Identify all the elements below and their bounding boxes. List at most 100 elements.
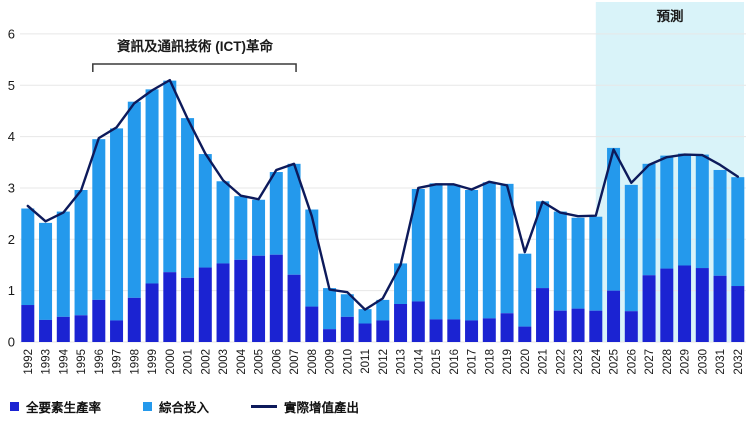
bar-tfp-2026 xyxy=(624,311,638,342)
x-tick-label-2016: 2016 xyxy=(449,349,461,375)
bar-inputs-1996 xyxy=(92,139,106,300)
x-tick-label-2024: 2024 xyxy=(591,348,603,374)
y-tick-label-0: 0 xyxy=(8,335,15,350)
bar-tfp-2024 xyxy=(589,310,603,342)
bar-inputs-2026 xyxy=(624,184,638,312)
bar-inputs-2020 xyxy=(518,253,532,327)
bar-tfp-1992 xyxy=(21,305,35,342)
x-tick-label-2026: 2026 xyxy=(626,349,638,375)
x-tick-label-2017: 2017 xyxy=(467,349,479,375)
bar-inputs-2007 xyxy=(287,163,301,275)
bar-inputs-2016 xyxy=(447,184,461,320)
bar-inputs-2021 xyxy=(536,201,550,289)
bar-inputs-2023 xyxy=(571,217,585,309)
bar-inputs-2013 xyxy=(394,263,408,305)
x-tick-label-2003: 2003 xyxy=(218,349,230,375)
bar-inputs-1995 xyxy=(74,190,88,316)
bar-tfp-1999 xyxy=(145,283,159,342)
bar-inputs-1994 xyxy=(56,211,70,317)
x-tick-label-2010: 2010 xyxy=(342,349,354,375)
x-tick-label-2022: 2022 xyxy=(555,349,567,375)
bar-inputs-2009 xyxy=(323,288,337,330)
bar-tfp-1994 xyxy=(56,316,70,342)
bar-inputs-2029 xyxy=(678,153,692,266)
y-tick-label-4: 4 xyxy=(8,129,15,144)
bar-inputs-2011 xyxy=(358,309,372,324)
inputs-swatch-icon xyxy=(143,402,153,411)
x-tick-label-2023: 2023 xyxy=(573,349,585,375)
bar-tfp-2005 xyxy=(252,255,266,342)
x-tick-label-2019: 2019 xyxy=(502,349,514,375)
bar-tfp-1997 xyxy=(110,320,124,342)
x-tick-label-2004: 2004 xyxy=(236,348,248,374)
x-tick-label-2015: 2015 xyxy=(431,349,443,375)
ict-bracket xyxy=(92,63,297,72)
bar-inputs-2031 xyxy=(713,169,727,276)
x-tick-label-2028: 2028 xyxy=(662,349,674,375)
x-tick-label-2002: 2002 xyxy=(200,349,212,375)
bar-tfp-1996 xyxy=(92,299,106,342)
x-tick-label-2006: 2006 xyxy=(271,349,283,375)
bar-tfp-2012 xyxy=(376,320,390,342)
bar-inputs-2028 xyxy=(660,155,674,269)
bar-inputs-2003 xyxy=(216,181,230,264)
x-tick-label-2032: 2032 xyxy=(733,349,745,375)
bar-tfp-2007 xyxy=(287,274,301,342)
bar-inputs-2014 xyxy=(411,188,425,302)
x-tick-label-2018: 2018 xyxy=(484,349,496,375)
bar-inputs-1998 xyxy=(127,101,141,298)
x-tick-label-2014: 2014 xyxy=(413,348,425,374)
bar-tfp-2003 xyxy=(216,263,230,342)
x-tick-label-2021: 2021 xyxy=(538,349,550,375)
output-line-swatch-icon xyxy=(251,405,278,408)
bar-inputs-2017 xyxy=(465,190,479,321)
bar-inputs-2010 xyxy=(340,294,354,317)
x-tick-label-1993: 1993 xyxy=(41,349,53,375)
bar-tfp-2028 xyxy=(660,268,674,342)
legend-label-output: 實際增值產出 xyxy=(284,401,360,415)
x-tick-label-1999: 1999 xyxy=(147,349,159,375)
bar-tfp-2011 xyxy=(358,323,372,342)
bar-tfp-2032 xyxy=(731,286,745,342)
bar-inputs-2006 xyxy=(269,172,283,255)
bar-tfp-2021 xyxy=(536,288,550,342)
bar-tfp-2025 xyxy=(607,290,621,342)
bar-inputs-1999 xyxy=(145,89,159,284)
forecast-label: 預測 xyxy=(656,9,684,24)
chart-legend: 全要素生產率 綜合投入 實際增值產出 xyxy=(10,397,359,416)
bar-inputs-2001 xyxy=(181,118,195,278)
bar-tfp-1993 xyxy=(39,319,53,342)
tfp-swatch-icon xyxy=(10,402,19,411)
bar-inputs-2019 xyxy=(500,183,514,314)
bar-tfp-2020 xyxy=(518,326,532,342)
bar-tfp-2009 xyxy=(323,329,337,342)
y-tick-label-2: 2 xyxy=(8,232,15,247)
x-tick-label-2008: 2008 xyxy=(307,349,319,375)
bar-tfp-2031 xyxy=(713,275,727,342)
bar-tfp-2002 xyxy=(198,267,212,342)
x-tick-label-1998: 1998 xyxy=(129,349,141,375)
bar-inputs-2018 xyxy=(482,182,496,319)
bar-inputs-2005 xyxy=(252,199,266,256)
bar-inputs-2032 xyxy=(731,177,745,287)
x-tick-label-2027: 2027 xyxy=(644,349,656,375)
bar-inputs-2002 xyxy=(198,154,212,268)
bar-tfp-2023 xyxy=(571,308,585,342)
y-tick-label-1: 1 xyxy=(8,283,15,298)
bar-inputs-2000 xyxy=(163,80,177,273)
x-tick-label-2020: 2020 xyxy=(520,349,532,375)
bar-tfp-2014 xyxy=(411,301,425,342)
x-tick-label-2025: 2025 xyxy=(609,349,621,375)
x-tick-label-1995: 1995 xyxy=(76,349,88,375)
bar-tfp-1995 xyxy=(74,315,88,342)
x-tick-label-2012: 2012 xyxy=(378,349,390,375)
x-tick-label-2000: 2000 xyxy=(165,349,177,375)
bar-tfp-2017 xyxy=(465,320,479,342)
bar-tfp-1998 xyxy=(127,297,141,342)
bar-inputs-2022 xyxy=(553,211,567,311)
legend-item-output: 實際增值產出 xyxy=(251,397,359,416)
bar-tfp-2010 xyxy=(340,316,354,342)
bar-tfp-2018 xyxy=(482,318,496,342)
